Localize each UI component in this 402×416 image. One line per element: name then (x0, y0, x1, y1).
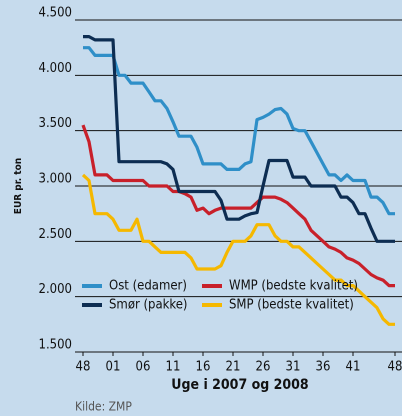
x-tick-label: 48 (388, 360, 402, 375)
x-tick-label: 31 (286, 360, 301, 375)
y-tick-label: 4.500 (39, 6, 72, 21)
y-tick-label: 2.500 (39, 227, 72, 242)
legend-label: Smør (pakke) (109, 298, 188, 313)
legend-label: Ost (edamer) (109, 279, 187, 294)
x-tick-label: 48 (76, 360, 91, 375)
x-tick-label: 21 (226, 360, 241, 375)
series-line (83, 46, 395, 216)
source: Kilde: ZMP (75, 400, 132, 414)
y-tick-label: 4.000 (39, 61, 72, 76)
x-tick-label: 41 (346, 360, 361, 375)
series-line (81, 124, 395, 288)
y-tick-label: 2.000 (39, 282, 72, 297)
series-line (83, 35, 395, 243)
x-tick-label: 36 (316, 360, 331, 375)
x-tick-label: 11 (166, 360, 181, 375)
y-tick-label: 1.500 (39, 338, 72, 353)
legend-label: WMP (bedste kvalitet) (229, 279, 358, 294)
legend-label: SMP (bedste kvalitet) (229, 298, 354, 313)
x-tick-label: 26 (256, 360, 271, 375)
x-tick-label: 16 (196, 360, 211, 375)
y-axis-label: EUR pr. ton (13, 158, 24, 214)
series-line (81, 173, 395, 326)
x-axis-label: Uge i 2007 og 2008 (171, 377, 308, 393)
y-tick-label: 3.500 (39, 116, 72, 131)
y-tick-label: 3.000 (39, 172, 72, 187)
x-tick-label: 01 (106, 360, 121, 375)
x-tick-label: 06 (136, 360, 151, 375)
